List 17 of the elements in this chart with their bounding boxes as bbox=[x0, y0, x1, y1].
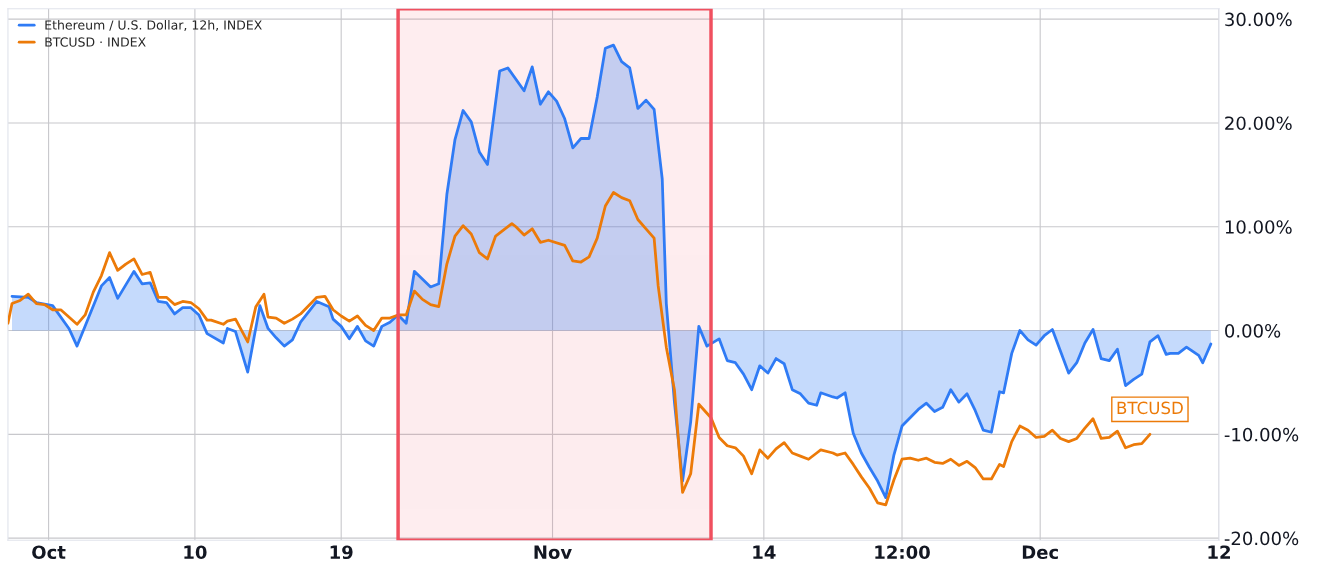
x-tick-label: 12 bbox=[1208, 545, 1230, 559]
y-tick-label: -10.00% bbox=[1224, 427, 1299, 442]
y-tick-label: 10.00% bbox=[1225, 220, 1292, 234]
x-tick-label: 12:00 bbox=[875, 545, 930, 560]
x-tick-label: Oct bbox=[32, 545, 66, 560]
y-tick-label: 20.00% bbox=[1225, 116, 1292, 131]
legend-label: BTCUSD · INDEX bbox=[45, 37, 146, 47]
y-tick-label: 0.00% bbox=[1225, 323, 1281, 338]
x-tick-label: 19 bbox=[330, 545, 353, 560]
x-tick-label: 10 bbox=[184, 545, 207, 560]
y-tick-label: 30.00% bbox=[1225, 12, 1292, 27]
annotation: BTCUSD bbox=[1117, 401, 1183, 415]
legend-label: Ethereum / U.S. Dollar, 12h, INDEX bbox=[45, 20, 262, 31]
y-tick-label: -20.00% bbox=[1224, 531, 1299, 546]
x-tick-label: Dec bbox=[1022, 545, 1058, 560]
x-tick-label: Nov bbox=[534, 545, 572, 560]
x-tick-label: 14 bbox=[753, 545, 776, 559]
